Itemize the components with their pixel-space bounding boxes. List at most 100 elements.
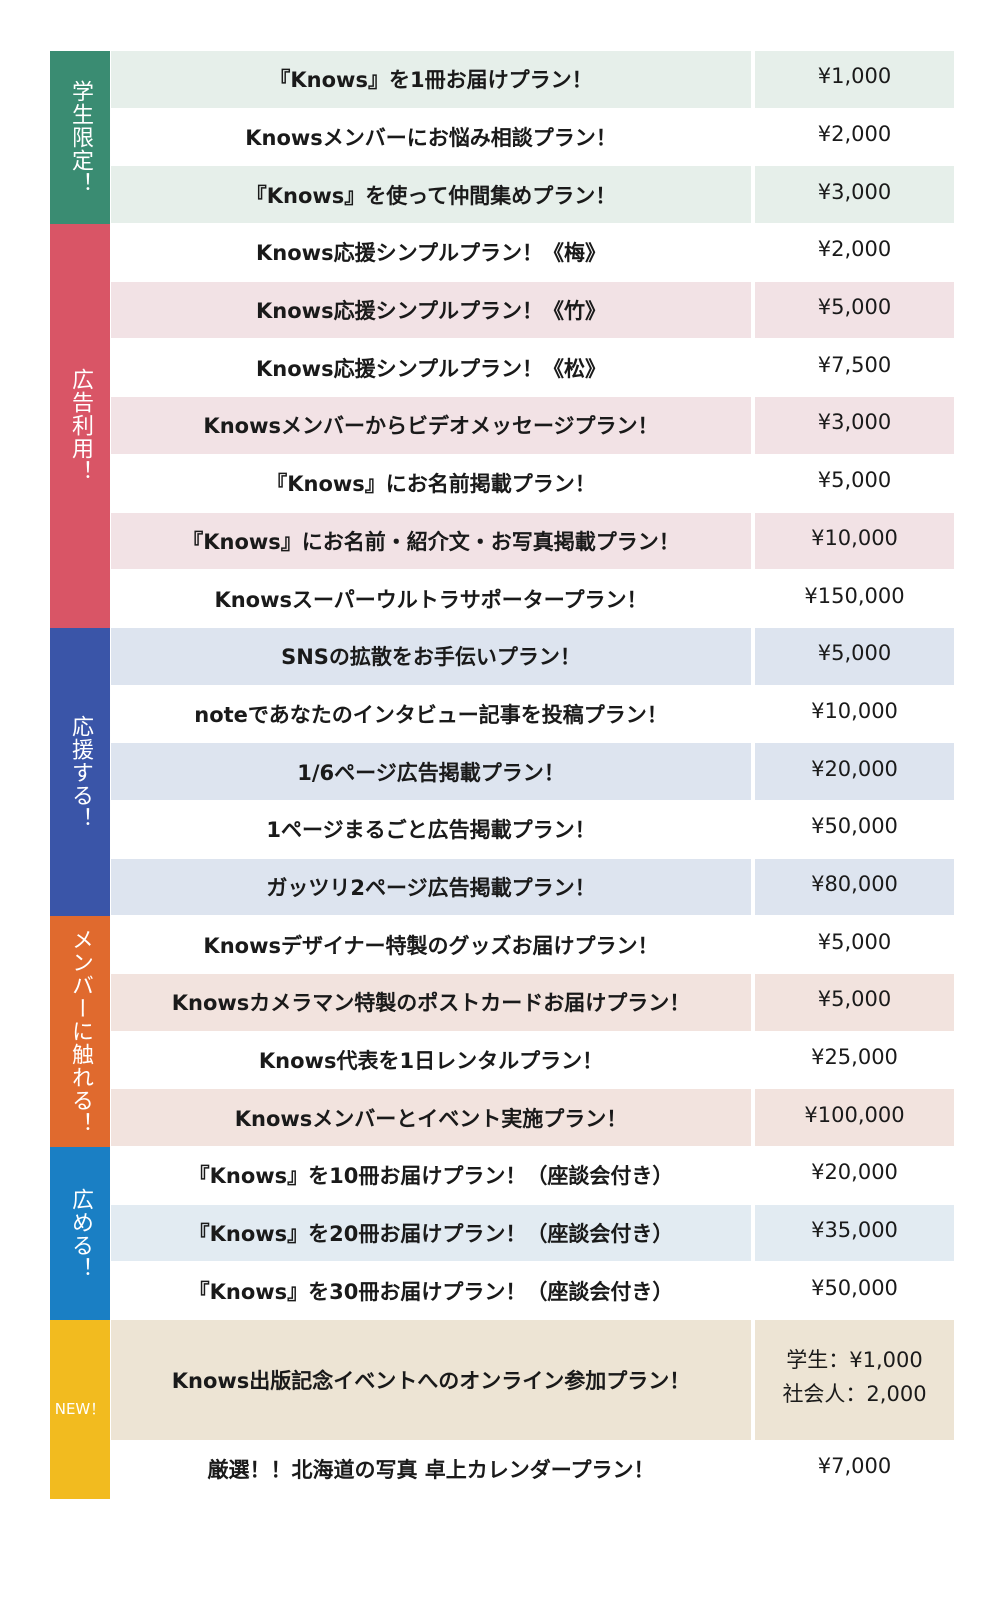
table-row: 『Knows』を使って仲間集めプラン！ ¥3,000 [110, 166, 954, 225]
group-label: 学生限定！ [50, 51, 110, 225]
price-text: ¥35,000 [811, 1218, 898, 1243]
plan-name: Knowsスーパーウルトラサポータープラン！ [111, 570, 751, 628]
plan-group: 広める！ 『Knows』を10冊お届けプラン！（座談会付き） ¥20,000 『Kno… [50, 1147, 954, 1321]
table-row: Knowsメンバーにお悩み相談プラン！ ¥2,000 [110, 108, 954, 167]
price-text: ¥2,000 [817, 122, 892, 147]
table-row: Knows出版記念イベントへのオンライン参加プラン！ 学生：¥1,000 社会人：2… [110, 1320, 954, 1442]
table-row: 『Knows』を10冊お届けプラン！（座談会付き） ¥20,000 [110, 1147, 954, 1205]
price-text: ¥5,000 [817, 987, 892, 1012]
group-label-text: NEW！ [54, 1399, 106, 1418]
group-label: メンバーに触れる！ [50, 916, 110, 1148]
group-label-text: 広める！ [68, 1187, 93, 1280]
plan-price: ¥5,000 [755, 627, 954, 686]
group-label-text: 応援する！ [68, 714, 93, 830]
plan-name: 厳選！！北海道の写真 卓上カレンダープラン！ [111, 1441, 751, 1499]
price-text: ¥80,000 [811, 871, 898, 896]
plan-price: ¥25,000 [755, 1031, 954, 1090]
plan-price: ¥7,000 [755, 1441, 954, 1499]
plan-name: 『Knows』にお名前掲載プラン！ [111, 454, 751, 513]
plan-price: ¥150,000 [755, 570, 954, 628]
plan-price: ¥3,000 [755, 166, 954, 225]
group-label-text: 学生限定！ [68, 80, 93, 196]
group-label-text: メンバーに触れる！ [68, 928, 93, 1136]
plan-name: 『Knows』を使って仲間集めプラン！ [111, 166, 751, 225]
table-row: Knowsメンバーとイベント実施プラン！ ¥100,000 [110, 1089, 954, 1148]
price-text: 学生：¥1,000 [786, 1348, 923, 1373]
price-text: ¥10,000 [811, 525, 898, 550]
plan-price: ¥20,000 [755, 1147, 954, 1205]
table-row: Knows代表を1日レンタルプラン！ ¥25,000 [110, 1031, 954, 1090]
plan-name: Knows出版記念イベントへのオンライン参加プラン！ [111, 1320, 751, 1442]
table-row: Knows応援シンプルプラン！《梅》 ¥2,000 [110, 224, 954, 282]
plan-name: Knows代表を1日レンタルプラン！ [111, 1031, 751, 1090]
plan-name: 『Knows』を20冊お届けプラン！（座談会付き） [111, 1204, 751, 1263]
plan-name: 『Knows』を1冊お届けプラン！ [111, 51, 751, 109]
group-label-text: 広告利用！ [68, 368, 93, 484]
price-text: ¥20,000 [811, 756, 898, 781]
plan-group: NEW！ Knows出版記念イベントへのオンライン参加プラン！ 学生：¥1,000 社… [50, 1320, 954, 1499]
plan-price-table: 学生限定！ 『Knows』を1冊お届けプラン！ ¥1,000 Knowsメンバーにお悩… [50, 51, 954, 1499]
table-row: ガッツリ2ページ広告掲載プラン！ ¥80,000 [110, 858, 954, 917]
plan-name: 『Knows』を10冊お届けプラン！（座談会付き） [111, 1147, 751, 1205]
group-label: 広める！ [50, 1147, 110, 1321]
table-row: 1/6ページ広告掲載プラン！ ¥20,000 [110, 743, 954, 801]
group-label: 広告利用！ [50, 224, 110, 628]
table-row: 『Knows』を20冊お届けプラン！（座談会付き） ¥35,000 [110, 1204, 954, 1263]
table-row: Knowsスーパーウルトラサポータープラン！ ¥150,000 [110, 570, 954, 628]
plan-name: Knowsメンバーとイベント実施プラン！ [111, 1089, 751, 1148]
table-row: 1ページまるごと広告掲載プラン！ ¥50,000 [110, 800, 954, 859]
plan-name: 1ページまるごと広告掲載プラン！ [111, 800, 751, 859]
plan-name: noteであなたのインタビュー記事を投稿プラン！ [111, 685, 751, 744]
price-text: ¥100,000 [804, 1102, 905, 1127]
plan-name: 『Knows』を30冊お届けプラン！（座談会付き） [111, 1262, 751, 1321]
plan-price: ¥1,000 [755, 51, 954, 109]
plan-price: ¥50,000 [755, 800, 954, 859]
plan-price: ¥5,000 [755, 974, 954, 1032]
plan-name: Knowsデザイナー特製のグッズお届けプラン！ [111, 916, 751, 974]
table-row: 『Knows』にお名前・紹介文・お写真掲載プラン！ ¥10,000 [110, 512, 954, 571]
table-row: Knows応援シンプルプラン！《松》 ¥7,500 [110, 339, 954, 398]
plan-price: ¥5,000 [755, 454, 954, 513]
group-label: 応援する！ [50, 627, 110, 917]
price-text: ¥5,000 [817, 929, 892, 954]
price-text: ¥7,500 [817, 352, 892, 377]
plan-price: ¥20,000 [755, 743, 954, 801]
table-row: 厳選！！北海道の写真 卓上カレンダープラン！ ¥7,000 [110, 1441, 954, 1499]
price-text: ¥20,000 [811, 1160, 898, 1185]
table-row: 『Knows』にお名前掲載プラン！ ¥5,000 [110, 454, 954, 513]
plan-price: ¥80,000 [755, 858, 954, 917]
plan-price: ¥10,000 [755, 512, 954, 571]
plan-group: 学生限定！ 『Knows』を1冊お届けプラン！ ¥1,000 Knowsメンバーにお悩… [50, 51, 954, 225]
plan-price: ¥100,000 [755, 1089, 954, 1148]
price-text: ¥5,000 [817, 641, 892, 666]
price-text: ¥7,000 [817, 1454, 892, 1479]
price-text: ¥50,000 [811, 814, 898, 839]
table-row: 『Knows』を1冊お届けプラン！ ¥1,000 [110, 51, 954, 109]
table-row: SNSの拡散をお手伝いプラン！ ¥5,000 [110, 627, 954, 686]
price-text: ¥5,000 [817, 295, 892, 320]
price-text: ¥3,000 [817, 410, 892, 435]
plan-name: Knowsカメラマン特製のポストカードお届けプラン！ [111, 974, 751, 1032]
plan-name: 1/6ページ広告掲載プラン！ [111, 743, 751, 801]
plan-price: ¥7,500 [755, 339, 954, 398]
price-text: ¥50,000 [811, 1275, 898, 1300]
plan-price: ¥2,000 [755, 108, 954, 167]
plan-price: ¥5,000 [755, 281, 954, 340]
plan-name: Knows応援シンプルプラン！《松》 [111, 339, 751, 398]
table-row: 『Knows』を30冊お届けプラン！（座談会付き） ¥50,000 [110, 1262, 954, 1321]
plan-price: ¥5,000 [755, 916, 954, 974]
table-row: Knowsメンバーからビデオメッセージプラン！ ¥3,000 [110, 397, 954, 455]
plan-name: Knowsメンバーからビデオメッセージプラン！ [111, 397, 751, 455]
table-row: Knowsカメラマン特製のポストカードお届けプラン！ ¥5,000 [110, 974, 954, 1032]
price-text: ¥3,000 [817, 179, 892, 204]
plan-name: ガッツリ2ページ広告掲載プラン！ [111, 858, 751, 917]
plan-group: 広告利用！ Knows応援シンプルプラン！《梅》 ¥2,000 Knows応援シンプル… [50, 224, 954, 628]
price-text: ¥10,000 [811, 698, 898, 723]
price-text: ¥5,000 [817, 468, 892, 493]
plan-price: 学生：¥1,000 社会人：2,000 [755, 1320, 954, 1442]
table-row: Knowsデザイナー特製のグッズお届けプラン！ ¥5,000 [110, 916, 954, 974]
plan-price: ¥10,000 [755, 685, 954, 744]
plan-price: ¥35,000 [755, 1204, 954, 1263]
price-text: ¥25,000 [811, 1045, 898, 1070]
price-text: ¥1,000 [817, 64, 892, 89]
